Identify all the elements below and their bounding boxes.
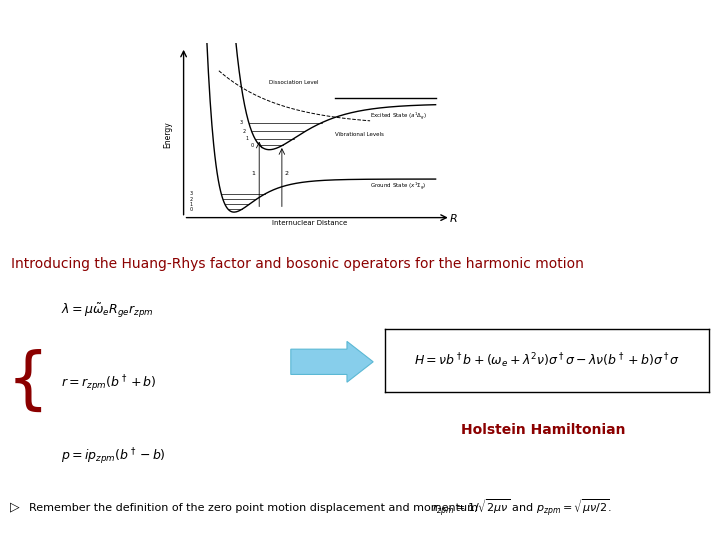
Text: 3: 3 xyxy=(240,120,243,125)
Text: Ground State $(x^1\Sigma_g)$: Ground State $(x^1\Sigma_g)$ xyxy=(370,181,426,192)
Text: Introducing the Huang-Rhys factor and bosonic operators for the harmonic motion: Introducing the Huang-Rhys factor and bo… xyxy=(11,257,584,271)
FancyArrow shape xyxy=(291,341,373,382)
Text: Holstein Hamiltonian: Holstein Hamiltonian xyxy=(462,423,626,437)
Text: Deriving the Holstein Hamiltonian: Deriving the Holstein Hamiltonian xyxy=(9,16,436,36)
Text: $r_{zpm} = 1/\sqrt{2\mu\nu}$ and $p_{zpm} = \sqrt{\mu\nu/2}.$: $r_{zpm} = 1/\sqrt{2\mu\nu}$ and $p_{zpm… xyxy=(432,498,612,519)
Text: Vibrational Levels: Vibrational Levels xyxy=(335,132,384,138)
Text: 1: 1 xyxy=(189,202,193,207)
Text: Remember the definition of the zero point motion displacement and momentum: Remember the definition of the zero poin… xyxy=(29,503,478,513)
Text: $\{$: $\{$ xyxy=(6,348,42,414)
Text: $p = ip_{zpm}(b^\dagger - b)$: $p = ip_{zpm}(b^\dagger - b)$ xyxy=(61,447,166,467)
Text: 1: 1 xyxy=(252,171,256,177)
Text: Dissociation Level: Dissociation Level xyxy=(269,79,319,85)
Text: $R$: $R$ xyxy=(449,212,458,224)
Text: 1: 1 xyxy=(246,136,249,141)
Text: 2: 2 xyxy=(284,171,289,177)
Text: Excited State $(a^1\Delta_g)$: Excited State $(a^1\Delta_g)$ xyxy=(370,111,427,123)
Text: $H = \nu b^\dagger b + (\omega_e + \lambda^2\nu)\sigma^\dagger\sigma - \lambda\n: $H = \nu b^\dagger b + (\omega_e + \lamb… xyxy=(414,351,680,370)
Text: $\triangleright$: $\triangleright$ xyxy=(9,501,20,515)
Text: Energy: Energy xyxy=(163,122,172,148)
Text: 0: 0 xyxy=(251,143,253,147)
Text: 2: 2 xyxy=(243,129,246,134)
Text: 2: 2 xyxy=(189,197,193,202)
Text: Internuclear Distance: Internuclear Distance xyxy=(272,220,347,226)
Text: $r = r_{zpm}(b^\dagger + b)$: $r = r_{zpm}(b^\dagger + b)$ xyxy=(61,373,157,394)
Text: 0: 0 xyxy=(189,207,193,212)
Text: $\lambda = \mu\tilde{\omega}_e R_{ge} r_{zpm}$: $\lambda = \mu\tilde{\omega}_e R_{ge} r_… xyxy=(61,301,154,320)
Text: 3: 3 xyxy=(189,191,193,196)
